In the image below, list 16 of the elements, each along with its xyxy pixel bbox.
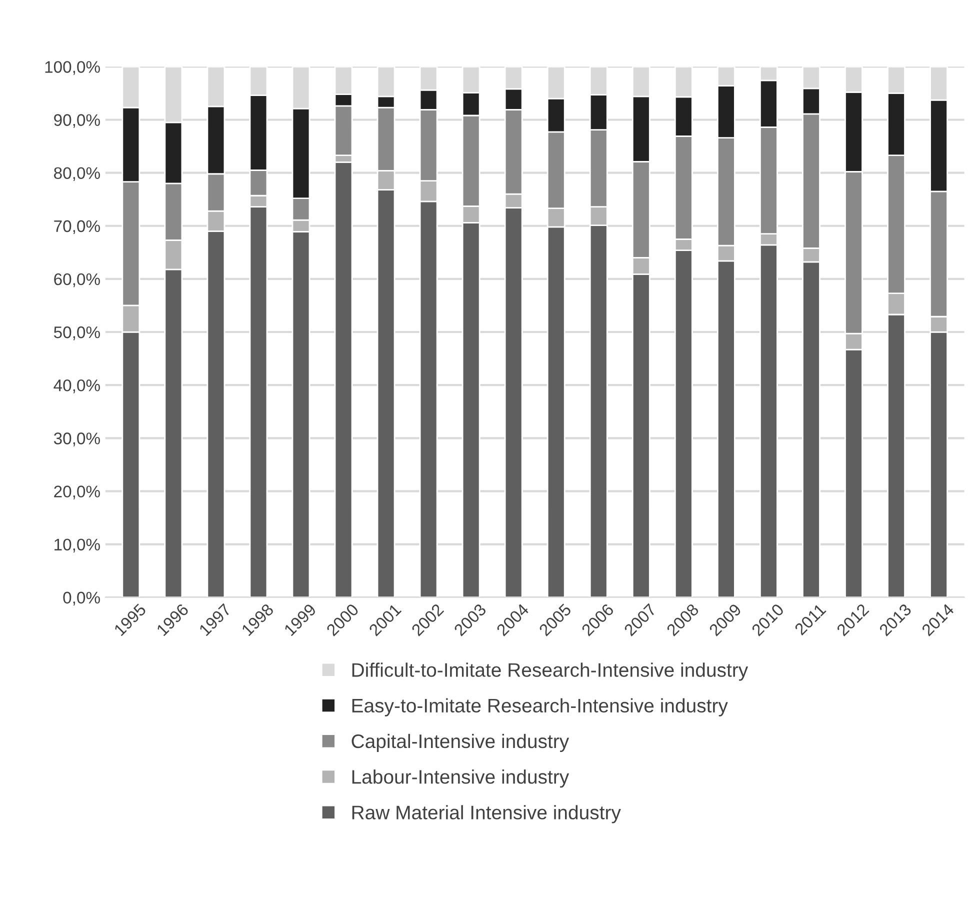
legend-label: Easy-to-Imitate Research-Intensive industry	[352, 698, 728, 716]
y-tick-label: 40,0%	[54, 379, 100, 394]
y-tick-label: 70,0%	[54, 220, 100, 234]
y-tick-label: 100,0%	[45, 61, 100, 75]
y-tick-label: 10,0%	[54, 538, 100, 552]
y-tick-label: 20,0%	[54, 486, 100, 500]
y-tick-label: 60,0%	[54, 273, 100, 288]
legend-label: Raw Material Intensive industry	[352, 805, 621, 824]
legend-label: Labour-Intensive industry	[352, 770, 570, 788]
y-tick-label: 80,0%	[54, 167, 100, 181]
y-tick-label: 90,0%	[54, 114, 100, 128]
y-tick-label: 30,0%	[54, 432, 100, 446]
legend-label: Difficult-to-Imitate Research-Intensive industry	[352, 662, 748, 681]
legend-label: Capital-Intensive industry	[352, 734, 570, 752]
y-tick-label: 0,0%	[63, 592, 100, 606]
y-tick-label: 50,0%	[54, 326, 100, 340]
